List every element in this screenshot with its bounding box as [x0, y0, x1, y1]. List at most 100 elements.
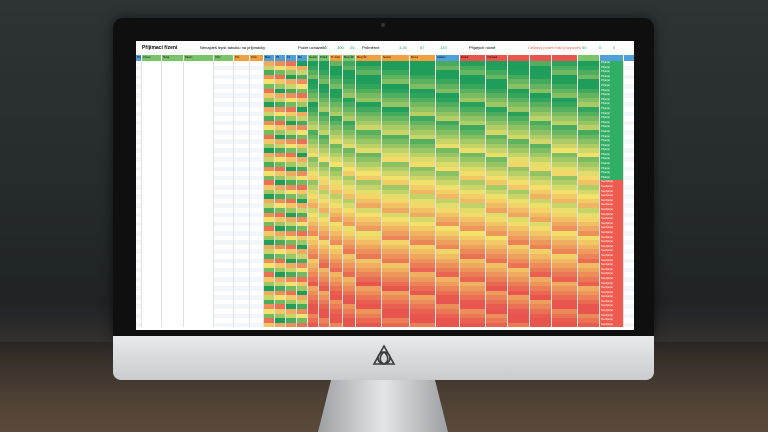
column-header[interactable]: Prům. — [250, 55, 264, 61]
table-cell[interactable] — [578, 258, 600, 264]
table-cell[interactable] — [356, 212, 382, 218]
table-cell[interactable] — [234, 70, 250, 75]
table-cell[interactable] — [264, 281, 275, 287]
table-cell[interactable] — [234, 79, 250, 84]
table-row[interactable]: Přijat(a) — [136, 139, 634, 144]
table-cell[interactable] — [184, 322, 214, 328]
table-row[interactable]: Přijat(a) — [136, 88, 634, 94]
table-cell[interactable] — [184, 102, 214, 107]
table-cell[interactable] — [297, 129, 308, 135]
column-header[interactable]: Poz. — [234, 55, 250, 61]
table-cell[interactable] — [436, 267, 460, 273]
table-cell[interactable] — [184, 276, 214, 282]
table-cell[interactable] — [624, 148, 634, 153]
table-cell[interactable] — [184, 253, 214, 259]
table-cell[interactable] — [234, 61, 250, 66]
table-cell[interactable] — [382, 185, 410, 190]
column-header[interactable]: Pořadí — [319, 55, 330, 61]
table-cell[interactable] — [297, 111, 308, 117]
table-cell[interactable] — [234, 166, 250, 172]
table-cell[interactable] — [330, 185, 343, 190]
table-cell[interactable] — [330, 106, 343, 112]
table-row[interactable]: Nepřijat(a) — [136, 295, 634, 300]
table-cell[interactable] — [136, 249, 142, 254]
table-cell[interactable] — [436, 116, 460, 121]
table-cell[interactable] — [508, 309, 530, 314]
table-cell[interactable] — [264, 258, 275, 264]
table-cell[interactable] — [552, 198, 578, 204]
table-cell[interactable] — [234, 244, 250, 250]
table-cell[interactable] — [264, 111, 275, 117]
table-cell[interactable] — [486, 240, 508, 245]
table-cell[interactable] — [136, 253, 142, 259]
table-cell[interactable] — [214, 106, 234, 112]
table-row[interactable]: Přijat(a) — [136, 70, 634, 75]
table-cell[interactable] — [436, 152, 460, 158]
table-cell[interactable] — [264, 152, 275, 158]
table-cell[interactable] — [552, 70, 578, 75]
table-cell[interactable] — [286, 120, 297, 126]
table-cell[interactable] — [264, 65, 275, 71]
table-cell[interactable] — [356, 240, 382, 245]
table-cell[interactable] — [530, 258, 552, 264]
table-cell[interactable] — [184, 116, 214, 121]
table-cell[interactable] — [264, 83, 275, 89]
table-cell[interactable] — [436, 313, 460, 319]
table-cell[interactable] — [343, 125, 356, 130]
table-cell[interactable] — [530, 304, 552, 310]
table-cell[interactable] — [356, 143, 382, 149]
table-cell[interactable] — [382, 217, 410, 222]
table-cell[interactable] — [578, 318, 600, 323]
table-row[interactable]: Nepřijat(a) — [136, 221, 634, 227]
table-cell[interactable] — [136, 116, 142, 121]
table-cell[interactable] — [530, 120, 552, 126]
table-cell[interactable] — [578, 295, 600, 300]
table-cell[interactable] — [486, 235, 508, 241]
table-row[interactable]: Přijat(a) — [136, 106, 634, 112]
table-cell[interactable] — [142, 139, 162, 144]
table-cell[interactable] — [330, 249, 343, 254]
table-cell[interactable] — [486, 74, 508, 80]
table-cell[interactable] — [578, 322, 600, 328]
table-cell[interactable] — [436, 235, 460, 241]
table-cell[interactable] — [297, 125, 308, 130]
table-cell[interactable]: Nepřijat(a) — [600, 249, 624, 254]
table-cell[interactable] — [330, 166, 343, 172]
table-cell[interactable] — [162, 134, 184, 140]
table-cell[interactable] — [136, 267, 142, 273]
table-cell[interactable] — [624, 235, 634, 241]
table-cell[interactable] — [552, 166, 578, 172]
table-cell[interactable] — [436, 249, 460, 254]
table-cell[interactable] — [297, 65, 308, 71]
table-cell[interactable] — [343, 295, 356, 300]
table-cell[interactable] — [136, 226, 142, 231]
table-cell[interactable] — [214, 249, 234, 254]
table-cell[interactable] — [382, 106, 410, 112]
table-cell[interactable] — [356, 244, 382, 250]
table-cell[interactable] — [162, 253, 184, 259]
table-cell[interactable] — [286, 226, 297, 231]
table-cell[interactable] — [162, 157, 184, 163]
table-cell[interactable] — [624, 313, 634, 319]
table-row[interactable]: Nepřijat(a) — [136, 240, 634, 245]
table-cell[interactable] — [162, 226, 184, 231]
table-cell[interactable] — [356, 139, 382, 144]
table-cell[interactable] — [286, 116, 297, 121]
table-cell[interactable] — [286, 267, 297, 273]
table-cell[interactable] — [552, 322, 578, 328]
table-cell[interactable] — [530, 74, 552, 80]
table-cell[interactable]: Nepřijat(a) — [600, 299, 624, 305]
column-header[interactable]: Body ŠZ — [356, 55, 382, 61]
table-cell[interactable] — [297, 304, 308, 310]
table-cell[interactable] — [530, 93, 552, 98]
table-cell[interactable] — [214, 322, 234, 328]
table-cell[interactable] — [319, 253, 330, 259]
table-cell[interactable] — [275, 194, 286, 199]
table-cell[interactable] — [530, 83, 552, 89]
table-cell[interactable] — [286, 290, 297, 296]
table-cell[interactable] — [136, 318, 142, 323]
table-cell[interactable] — [356, 65, 382, 71]
table-cell[interactable] — [234, 175, 250, 181]
table-cell[interactable] — [142, 148, 162, 153]
table-cell[interactable] — [234, 295, 250, 300]
